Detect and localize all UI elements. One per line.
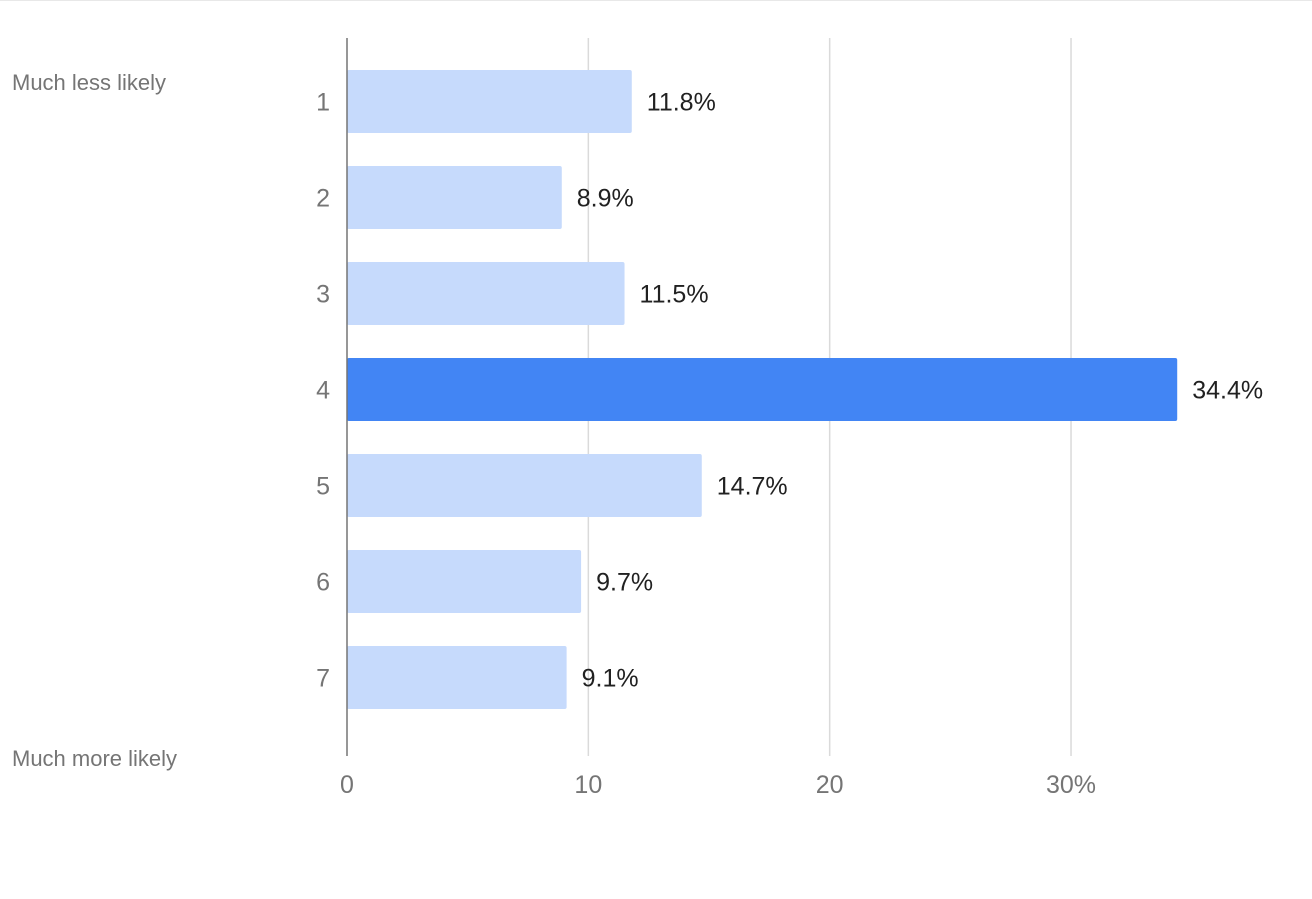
category-label-5: 5	[316, 473, 330, 501]
bars	[347, 70, 1178, 709]
bar-5	[347, 454, 702, 517]
bar-3	[347, 262, 625, 325]
category-label-3: 3	[316, 281, 330, 309]
data-label-5: 14.7%	[717, 473, 788, 501]
bar-7	[347, 646, 567, 709]
bar-1	[347, 70, 632, 133]
data-label-4: 34.4%	[1192, 377, 1263, 405]
bar-2	[347, 166, 562, 229]
data-label-7: 9.1%	[582, 665, 639, 693]
bar-4	[347, 358, 1178, 421]
category-labels: 1 2 3 4 5 6 7	[316, 89, 330, 693]
scale-low-label: Much less likely	[12, 70, 167, 95]
bar-6	[347, 550, 582, 613]
x-tick-30: 30%	[1046, 771, 1096, 799]
x-tick-10: 10	[574, 771, 602, 799]
data-label-3: 11.5%	[640, 281, 709, 309]
data-labels: 11.8% 8.9% 11.5% 34.4% 14.7% 9.7% 9.1%	[577, 89, 1263, 693]
top-divider	[0, 0, 1312, 1]
data-label-2: 8.9%	[577, 185, 634, 213]
x-tick-0: 0	[340, 771, 354, 799]
data-label-1: 11.8%	[647, 89, 716, 117]
data-label-6: 9.7%	[596, 569, 653, 597]
x-tick-20: 20	[816, 771, 844, 799]
category-label-7: 7	[316, 665, 330, 693]
category-label-1: 1	[316, 89, 330, 117]
category-label-6: 6	[316, 569, 330, 597]
x-tick-labels: 0 10 20 30%	[340, 771, 1096, 799]
scale-high-label: Much more likely	[12, 746, 178, 771]
category-label-4: 4	[316, 377, 330, 405]
category-label-2: 2	[316, 185, 330, 213]
